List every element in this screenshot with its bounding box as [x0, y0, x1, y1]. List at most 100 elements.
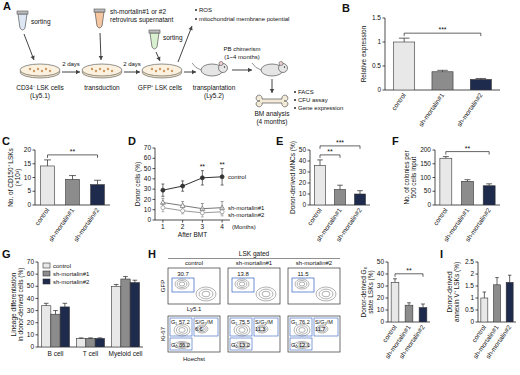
tube — [18, 14, 27, 30]
gate-label: LSK gated — [239, 250, 270, 258]
y-tick-label: 0.5 — [465, 306, 474, 313]
y-tick — [433, 163, 436, 164]
series-label: sh-mortalin#2 — [228, 212, 265, 218]
y-tick-label: 50 — [27, 282, 35, 289]
plot-area — [394, 38, 492, 90]
y-tick — [153, 148, 156, 149]
significance: *** — [336, 139, 344, 146]
y-axis-label: Donor-derived — [446, 271, 453, 313]
arrow-head — [156, 56, 160, 61]
arrow-head — [99, 56, 103, 60]
assay-label: Gene expression — [298, 105, 343, 111]
assay-label: FACS — [298, 89, 314, 95]
error-cap — [221, 201, 224, 202]
y-axis-label: Relative expression — [360, 25, 368, 82]
error-cap — [123, 276, 128, 277]
assay-label: ROS — [199, 7, 212, 13]
contour — [234, 324, 250, 336]
y-tick — [36, 298, 39, 299]
column-title: sh-mortalin#1 — [236, 260, 273, 266]
error-cap — [421, 304, 425, 305]
contour — [237, 281, 247, 288]
contour — [316, 287, 336, 301]
label: BM analysis — [254, 110, 290, 118]
mouse-tail — [192, 63, 201, 70]
contour — [177, 281, 187, 288]
axis-label: GFP — [160, 280, 166, 292]
series-label: control — [228, 174, 246, 180]
y-axis-label: annexin V⁺ LSKs (%) — [453, 262, 461, 322]
gate — [254, 318, 278, 336]
significance: ** — [406, 267, 412, 274]
y-axis-label: Donor cells (%) — [134, 162, 142, 206]
gate — [170, 318, 192, 336]
panel-label: C — [2, 135, 10, 147]
cell — [151, 68, 153, 70]
y-tick-label: 15 — [24, 160, 32, 167]
contour — [236, 326, 247, 334]
bar — [483, 186, 495, 205]
y-axis — [388, 262, 389, 322]
phase-label: G₀ — [231, 342, 238, 348]
bar — [66, 179, 80, 205]
error-cap — [44, 159, 51, 160]
error-bar — [484, 292, 485, 298]
arrow-head — [188, 26, 192, 31]
phase-label: G₀ — [291, 342, 298, 348]
cell — [155, 70, 157, 72]
y-tick-label: 0 — [380, 318, 384, 325]
phase-value: 11.3 — [255, 326, 265, 332]
bar — [95, 339, 104, 348]
marker — [220, 175, 224, 179]
marker — [161, 188, 165, 192]
y-axis — [310, 150, 311, 205]
arrow — [24, 34, 34, 60]
panel-label: F — [392, 135, 399, 147]
y-tick — [33, 191, 36, 192]
error-cap — [399, 38, 410, 39]
y-tick — [433, 177, 436, 178]
y-axis-label: Donor-derived MNCs (%) — [289, 141, 297, 214]
y-tick — [153, 168, 156, 169]
y-tick — [433, 191, 436, 192]
y-tick — [308, 150, 311, 151]
y-tick — [33, 205, 36, 206]
y-axis-label: 500 cells input — [410, 157, 418, 199]
y-tick — [383, 90, 386, 91]
y-tick — [476, 322, 479, 323]
error-bar — [55, 311, 56, 315]
marker — [180, 203, 185, 207]
tube-cap — [17, 11, 28, 14]
legend-swatch — [43, 263, 50, 268]
gate — [290, 338, 312, 350]
bar — [51, 314, 60, 347]
y-tick-label: 1.5 — [372, 14, 381, 21]
gate — [194, 318, 218, 336]
y-tick-label: 0 — [30, 343, 34, 350]
phase-value: 12.1 — [299, 342, 310, 348]
label: transplantation — [193, 84, 236, 92]
legend-label: control — [53, 263, 71, 269]
marker — [161, 206, 165, 210]
contour — [297, 281, 307, 288]
error-cap — [221, 168, 224, 169]
y-tick-label: 20 — [299, 179, 307, 186]
error-bar — [97, 180, 98, 184]
error-cap — [161, 198, 164, 199]
cell — [171, 70, 173, 72]
bone — [256, 95, 288, 107]
y-tick — [386, 274, 389, 275]
contour — [296, 326, 307, 334]
y-tick-label: 30 — [377, 282, 385, 289]
y-tick-label: 50 — [144, 165, 152, 172]
y-tick-label: 70 — [144, 144, 152, 151]
label: CD34⁻ LSK cells — [16, 84, 64, 91]
y-tick-label: 30 — [144, 185, 152, 192]
y-axis-label: Donor-derived G₀ — [360, 266, 367, 317]
y-tick — [386, 322, 389, 323]
y-tick — [386, 310, 389, 311]
contour — [259, 289, 273, 299]
y-tick-label: 50 — [424, 187, 432, 194]
series-label: sh-mortalin#1 — [228, 205, 265, 211]
label: (Ly5.2) — [204, 92, 224, 100]
